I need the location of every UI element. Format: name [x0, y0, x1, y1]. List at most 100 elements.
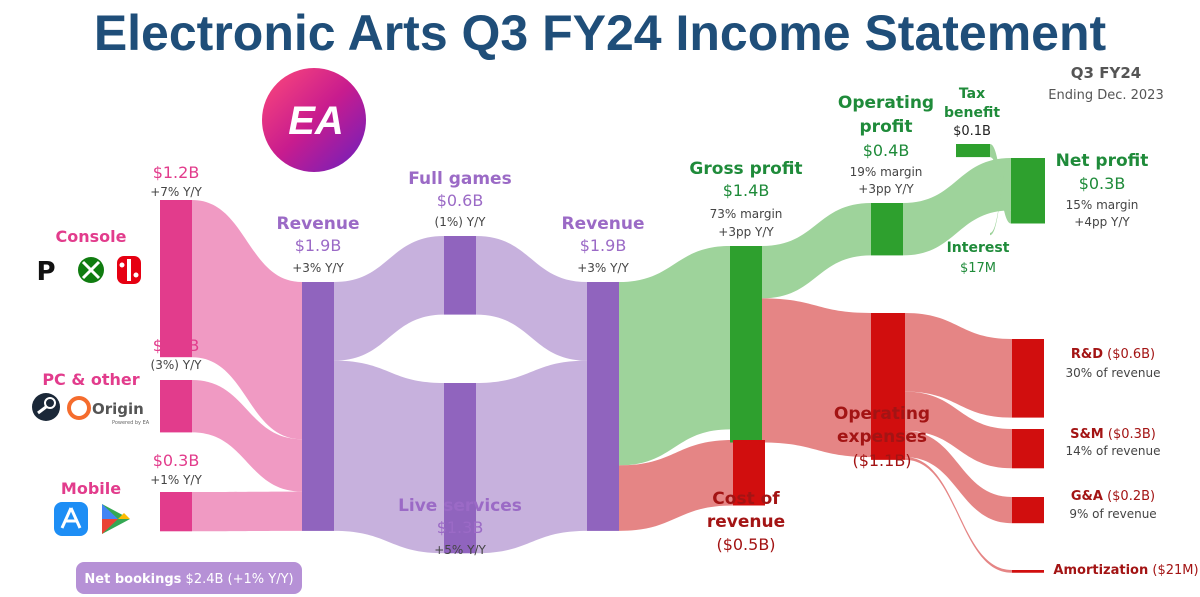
xbox-icon	[78, 257, 104, 283]
amortization-label: Amortization	[1053, 563, 1148, 578]
mobile-yoy: +1% Y/Y	[150, 473, 202, 487]
flow-operating-expenses-to-g-a	[905, 430, 1012, 524]
flow-tax-benefit-to-net-profit	[990, 144, 1011, 224]
flows-layer	[192, 144, 1012, 573]
google-play-icon	[102, 504, 130, 534]
svg-text:P: P	[36, 257, 55, 287]
ga-share: 9% of revenue	[1069, 507, 1156, 521]
ea-logo: EA	[262, 68, 366, 172]
node-g-a	[1012, 497, 1044, 524]
amortization-title: Amortization ($21M)	[1053, 563, 1198, 578]
revenue1-label: Revenue	[277, 214, 360, 234]
rd-share: 30% of revenue	[1066, 366, 1161, 380]
operating-expenses-label-1: Operating	[834, 404, 930, 424]
node-cost-of-revenue	[733, 440, 765, 506]
node-pc-other	[160, 380, 192, 433]
operating-profit-label-1: Operating	[838, 93, 934, 113]
revenue2-label: Revenue	[562, 214, 645, 234]
chart-title: Electronic Arts Q3 FY24 Income Statement	[94, 5, 1107, 61]
live-services-label: Live services	[398, 496, 522, 516]
full-games-label: Full games	[408, 169, 511, 189]
node-amortization	[1012, 570, 1044, 573]
cost-of-revenue-value: ($0.5B)	[716, 535, 775, 554]
sm-value: ($0.3B)	[1108, 427, 1156, 442]
pc-yoy: (3%) Y/Y	[151, 358, 203, 372]
net-bookings-box: Net bookings $2.4B (+1% Y/Y)	[76, 562, 302, 594]
operating-profit-label-2: profit	[860, 117, 913, 137]
cost-of-revenue-label-1: Cost of	[712, 489, 780, 509]
gross-profit-delta: +3pp Y/Y	[718, 225, 774, 239]
node-full-games	[444, 236, 476, 315]
sm-label: S&M	[1070, 427, 1104, 442]
rd-label: R&D	[1071, 347, 1103, 362]
cost-of-revenue-label-2: revenue	[707, 512, 785, 532]
flow-gross-profit-to-operating-profit	[762, 203, 871, 299]
flow-operating-expenses-to-r-d	[905, 313, 1012, 418]
node-revenue-2	[587, 282, 619, 531]
revenue2-yoy: +3% Y/Y	[577, 261, 629, 275]
node-s-m	[1012, 429, 1044, 469]
gross-profit-margin: 73% margin	[710, 207, 783, 221]
flow-revenue-to-full-games	[334, 236, 444, 361]
node-operating-expenses	[871, 313, 905, 460]
console-yoy: +7% Y/Y	[150, 185, 202, 199]
node-r-d	[1012, 339, 1044, 418]
revenue1-value: $1.9B	[295, 236, 342, 255]
flow-operating-profit-to-net-profit	[903, 158, 1011, 256]
flow-pc-other-to-revenue	[192, 380, 302, 492]
operating-expenses-value: ($1.1B)	[852, 451, 911, 470]
console-value: $1.2B	[153, 163, 200, 182]
live-services-yoy: +5% Y/Y	[434, 543, 486, 557]
node-mobile	[160, 492, 192, 532]
flow-net-profit-to-interest	[990, 158, 1011, 236]
ga-title: G&A ($0.2B)	[1071, 489, 1155, 504]
gross-profit-value: $1.4B	[723, 181, 770, 200]
flow-full-games-to-revenue-2	[476, 236, 587, 361]
net-profit-delta: +4pp Y/Y	[1074, 215, 1130, 229]
net-profit-margin: 15% margin	[1066, 198, 1139, 212]
flow-revenue-2-to-gross-profit	[619, 246, 730, 466]
operating-profit-value: $0.4B	[863, 141, 910, 160]
node-revenue	[302, 282, 334, 531]
full-games-value: $0.6B	[437, 191, 484, 210]
pc-value: $0.4B	[153, 336, 200, 355]
app-store-icon	[54, 502, 88, 536]
node-operating-profit	[871, 203, 903, 256]
node-gross-profit	[730, 246, 762, 443]
console-label: Console	[56, 227, 127, 246]
net-bookings-value: $2.4B (+1% Y/Y)	[186, 572, 294, 587]
flow-revenue-2-to-cost-of-revenue	[619, 440, 733, 531]
origin-text: Origin	[92, 400, 144, 418]
nintendo-switch-icon	[117, 256, 141, 284]
ga-label: G&A	[1071, 489, 1103, 504]
rd-title: R&D ($0.6B)	[1071, 347, 1155, 362]
period-sub: Ending Dec. 2023	[1048, 88, 1163, 103]
svg-text:Net bookings $2.4B (+1% Y/Y): Net bookings $2.4B (+1% Y/Y)	[84, 572, 293, 587]
revenue1-yoy: +3% Y/Y	[292, 261, 344, 275]
flow-mobile-to-revenue	[192, 491, 302, 532]
tax-benefit-value: $0.1B	[953, 124, 991, 139]
revenue2-value: $1.9B	[580, 236, 627, 255]
tax-benefit-label-1: Tax	[959, 86, 985, 102]
ga-value: ($0.2B)	[1107, 489, 1155, 504]
flow-console-to-revenue	[192, 200, 302, 440]
period-label: Q3 FY24	[1071, 64, 1141, 82]
playstation-icon: P	[36, 257, 55, 287]
node-net-profit	[1011, 158, 1045, 224]
operating-expenses-label-2: expenses	[837, 427, 927, 447]
net-bookings-label: Net bookings	[84, 572, 181, 587]
gross-profit-label: Gross profit	[689, 159, 802, 179]
pc-label: PC & other	[42, 370, 139, 389]
operating-profit-margin: 19% margin	[850, 165, 923, 179]
full-games-yoy: (1%) Y/Y	[435, 215, 487, 229]
origin-icon: Origin Powered by EA	[67, 396, 150, 426]
rd-value: ($0.6B)	[1107, 347, 1155, 362]
mobile-label: Mobile	[61, 479, 121, 498]
interest-label: Interest	[947, 240, 1010, 256]
tax-benefit-label-2: benefit	[944, 105, 1000, 121]
node-console	[160, 200, 192, 358]
flow-operating-expenses-to-s-m	[905, 391, 1012, 469]
origin-sub: Powered by EA	[112, 420, 150, 426]
interest-value: $17M	[960, 261, 996, 276]
live-services-value: $1.3B	[437, 518, 484, 537]
